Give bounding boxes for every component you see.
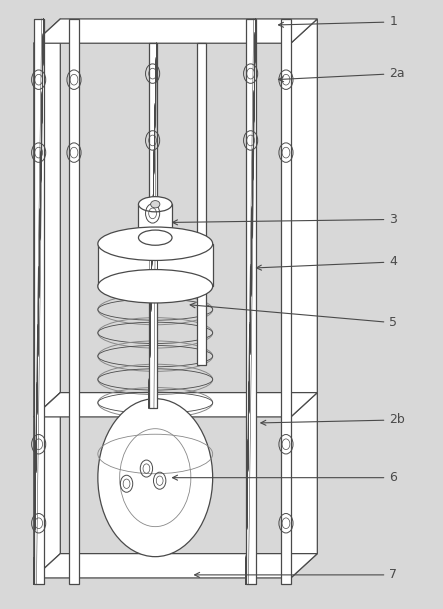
Bar [69,19,79,584]
Ellipse shape [151,200,160,208]
Ellipse shape [139,230,172,245]
Bar [98,244,213,286]
Polygon shape [34,554,317,578]
Ellipse shape [98,270,213,303]
Polygon shape [291,393,317,578]
Bar [281,19,291,584]
Polygon shape [34,393,60,578]
Bar [149,43,156,408]
Text: 7: 7 [194,568,397,582]
Polygon shape [34,19,317,43]
Polygon shape [34,19,60,417]
Polygon shape [291,19,317,417]
Text: 5: 5 [190,303,397,329]
Circle shape [98,399,213,557]
Polygon shape [34,393,317,417]
Bar [197,43,206,365]
Bar [139,204,172,238]
Bar [246,19,256,584]
Text: 6: 6 [172,471,397,484]
Ellipse shape [98,227,213,261]
Text: 1: 1 [279,15,397,29]
Text: 2a: 2a [279,67,405,82]
Bar [34,19,43,584]
Text: 4: 4 [256,255,397,270]
Text: 3: 3 [172,213,397,226]
Ellipse shape [139,197,172,212]
Text: 2b: 2b [261,414,405,426]
